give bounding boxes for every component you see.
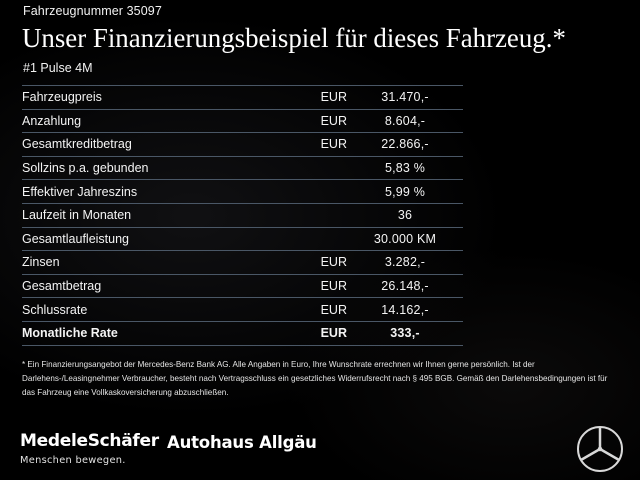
- row-value: 5,99 %: [347, 179, 463, 204]
- row-value: 31.470,-: [347, 85, 463, 110]
- finance-table: Fahrzeugpreis EUR 31.470,- Anzahlung EUR…: [22, 85, 463, 346]
- row-currency: EUR: [287, 132, 347, 157]
- row-value: 333,-: [347, 320, 463, 346]
- row-value: 14.162,-: [347, 297, 463, 322]
- vehicle-number: Fahrzeugnummer 35097: [23, 4, 162, 18]
- dealer-logo-block: MedeleSchäfer Menschen bewegen.: [20, 431, 159, 467]
- row-currency: EUR: [287, 250, 347, 275]
- table-row: Laufzeit in Monaten 36: [22, 202, 463, 228]
- row-value: 5,83 %: [347, 155, 463, 180]
- row-currency: [287, 155, 347, 180]
- table-row: Effektiver Jahreszins 5,99 %: [22, 179, 463, 204]
- dealer-secondary-name: Autohaus Allgäu: [167, 433, 317, 452]
- row-value: 22.866,-: [347, 132, 463, 157]
- row-label: Gesamtkreditbetrag: [22, 132, 287, 157]
- row-currency: [287, 202, 347, 228]
- row-value: 36: [347, 202, 463, 228]
- vehicle-model-label: #1 Pulse 4M: [23, 61, 93, 75]
- row-value: 8.604,-: [347, 108, 463, 133]
- row-value: 30.000 KM: [347, 226, 463, 251]
- table-row: Zinsen EUR 3.282,-: [22, 250, 463, 275]
- table-row: Schlussrate EUR 14.162,-: [22, 297, 463, 322]
- row-value: 3.282,-: [347, 250, 463, 275]
- row-label: Schlussrate: [22, 297, 287, 322]
- dealer-claim: Menschen bewegen.: [20, 455, 126, 466]
- dealer-name: MedeleSchäfer: [20, 431, 159, 451]
- table-row: Fahrzeugpreis EUR 31.470,-: [22, 85, 463, 110]
- legal-footnote: * Ein Finanzierungsangebot der Mercedes-…: [22, 360, 608, 398]
- page-title: Unser Finanzierungsbeispiel für dieses F…: [22, 23, 566, 53]
- table-row: Sollzins p.a. gebunden 5,83 %: [22, 155, 463, 180]
- row-label: Fahrzeugpreis: [22, 85, 287, 110]
- row-value: 26.148,-: [347, 273, 463, 298]
- row-label: Monatliche Rate: [22, 320, 287, 346]
- row-label: Zinsen: [22, 250, 287, 275]
- row-label: Sollzins p.a. gebunden: [22, 155, 287, 180]
- table-row: Gesamtkreditbetrag EUR 22.866,-: [22, 132, 463, 157]
- row-currency: EUR: [287, 85, 347, 110]
- row-label: Laufzeit in Monaten: [22, 202, 287, 228]
- mercedes-star-icon: [575, 424, 625, 474]
- row-label: Gesamtbetrag: [22, 273, 287, 298]
- row-currency: EUR: [287, 273, 347, 298]
- row-label: Effektiver Jahreszins: [22, 179, 287, 204]
- row-label: Gesamtlaufleistung: [22, 226, 287, 251]
- row-currency: [287, 226, 347, 251]
- table-row-total: Monatliche Rate EUR 333,-: [22, 320, 463, 346]
- finance-table-body: Fahrzeugpreis EUR 31.470,- Anzahlung EUR…: [22, 85, 463, 346]
- row-currency: [287, 179, 347, 204]
- table-row: Gesamtbetrag EUR 26.148,-: [22, 273, 463, 298]
- row-currency: EUR: [287, 297, 347, 322]
- table-row: Gesamtlaufleistung 30.000 KM: [22, 226, 463, 251]
- row-label: Anzahlung: [22, 108, 287, 133]
- table-row: Anzahlung EUR 8.604,-: [22, 108, 463, 133]
- row-currency: EUR: [287, 320, 347, 346]
- row-currency: EUR: [287, 108, 347, 133]
